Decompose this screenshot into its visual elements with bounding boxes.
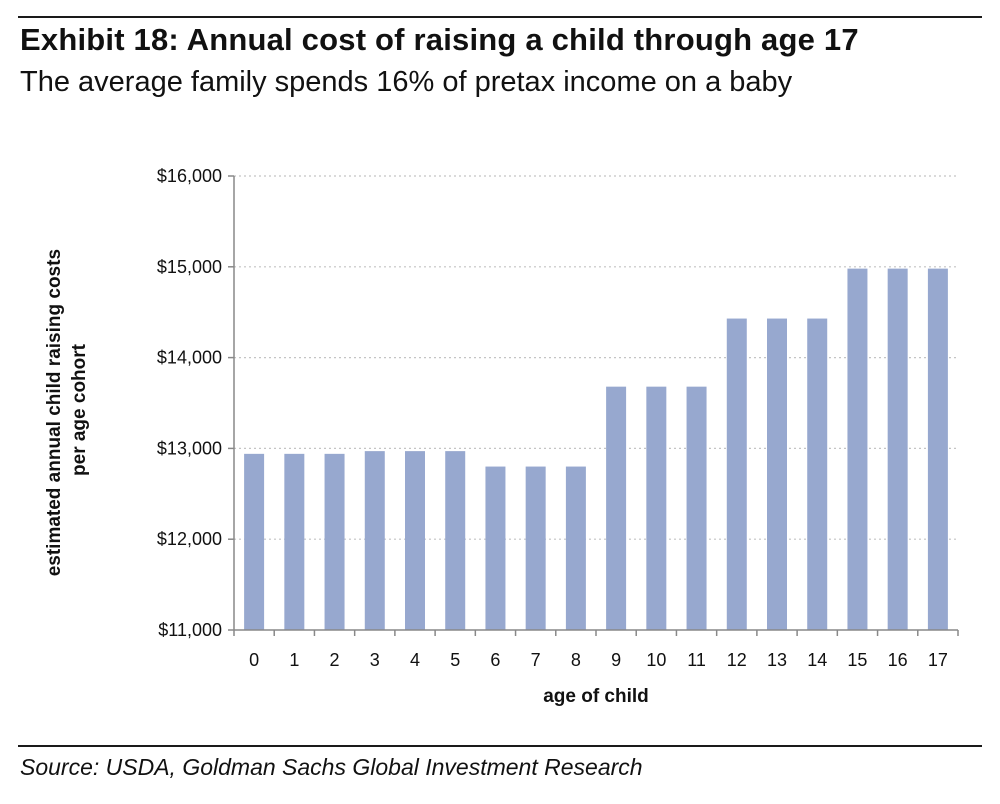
x-tick-label-11: 11 [687,650,706,670]
x-tick-label-1: 1 [289,650,299,670]
x-tick-label-10: 10 [646,650,666,670]
y-tick-labels: $11,000 $12,000 $13,000 $14,000 $15,000 $16,0… [157,166,222,640]
x-axis-title: age of child [543,686,649,707]
bar-age-15 [847,268,868,630]
y-tick-label-14000: $14,000 [157,348,222,368]
bottom-rule [18,745,982,747]
x-tick-label-13: 13 [767,650,787,670]
bar-age-6 [485,466,506,630]
bar-age-17 [927,268,948,630]
bar-age-4 [405,451,425,630]
chart-title: Exhibit 18: Annual cost of raising a chi… [20,22,859,57]
x-tick-label-8: 8 [571,650,581,670]
bar-age-8 [565,466,586,630]
x-tick-label-12: 12 [727,650,747,670]
y-tick-label-11000: $11,000 [158,620,222,640]
bar-age-1 [284,453,305,630]
top-rule [18,16,982,18]
axes [228,175,959,636]
bar-age-9 [606,386,627,630]
y-tick-label-16000: $16,000 [157,166,222,186]
x-tick-label-9: 9 [611,650,621,670]
y-tick-label-13000: $13,000 [157,438,222,458]
bar-age-13 [767,318,787,630]
x-tick-label-7: 7 [531,650,541,670]
bars [244,268,948,630]
x-tick-label-0: 0 [249,650,259,670]
y-tick-label-15000: $15,000 [157,257,222,277]
y-axis-title-line1: estimated annual child raising costs [44,249,65,576]
x-tick-label-6: 6 [490,650,500,670]
x-tick-label-3: 3 [370,650,380,670]
x-tick-label-5: 5 [450,650,460,670]
bar-age-0 [244,453,265,630]
x-tick-label-4: 4 [410,650,420,670]
bar-age-14 [807,318,828,630]
bar-age-5 [445,451,466,630]
bar-age-10 [646,386,667,630]
y-axis-title: estimated annual child raising costs per… [44,244,90,577]
bar-age-2 [324,453,345,630]
x-tick-labels: 0 1 2 3 4 5 6 7 8 9 10 11 12 13 14 15 16 17 [249,650,948,670]
x-tick-label-15: 15 [847,650,867,670]
x-tick-label-17: 17 [928,650,948,670]
x-tick-label-16: 16 [888,650,908,670]
bar-chart: $11,000 $12,000 $13,000 $14,000 $15,000 $16,0… [44,166,959,707]
bar-age-11 [686,386,707,630]
bar-age-7 [525,466,546,630]
chart-subtitle: The average family spends 16% of pretax … [20,66,793,98]
bar-age-16 [887,268,908,630]
x-tick-label-14: 14 [807,650,827,670]
y-tick-label-12000: $12,000 [157,529,222,549]
y-axis-title-line2: per age cohort [69,343,90,476]
bar-age-12 [726,318,747,630]
x-tick-label-2: 2 [330,650,340,670]
bar-age-3 [364,451,385,630]
source-note: Source: USDA, Goldman Sachs Global Inves… [20,754,643,780]
gridlines [234,175,958,540]
